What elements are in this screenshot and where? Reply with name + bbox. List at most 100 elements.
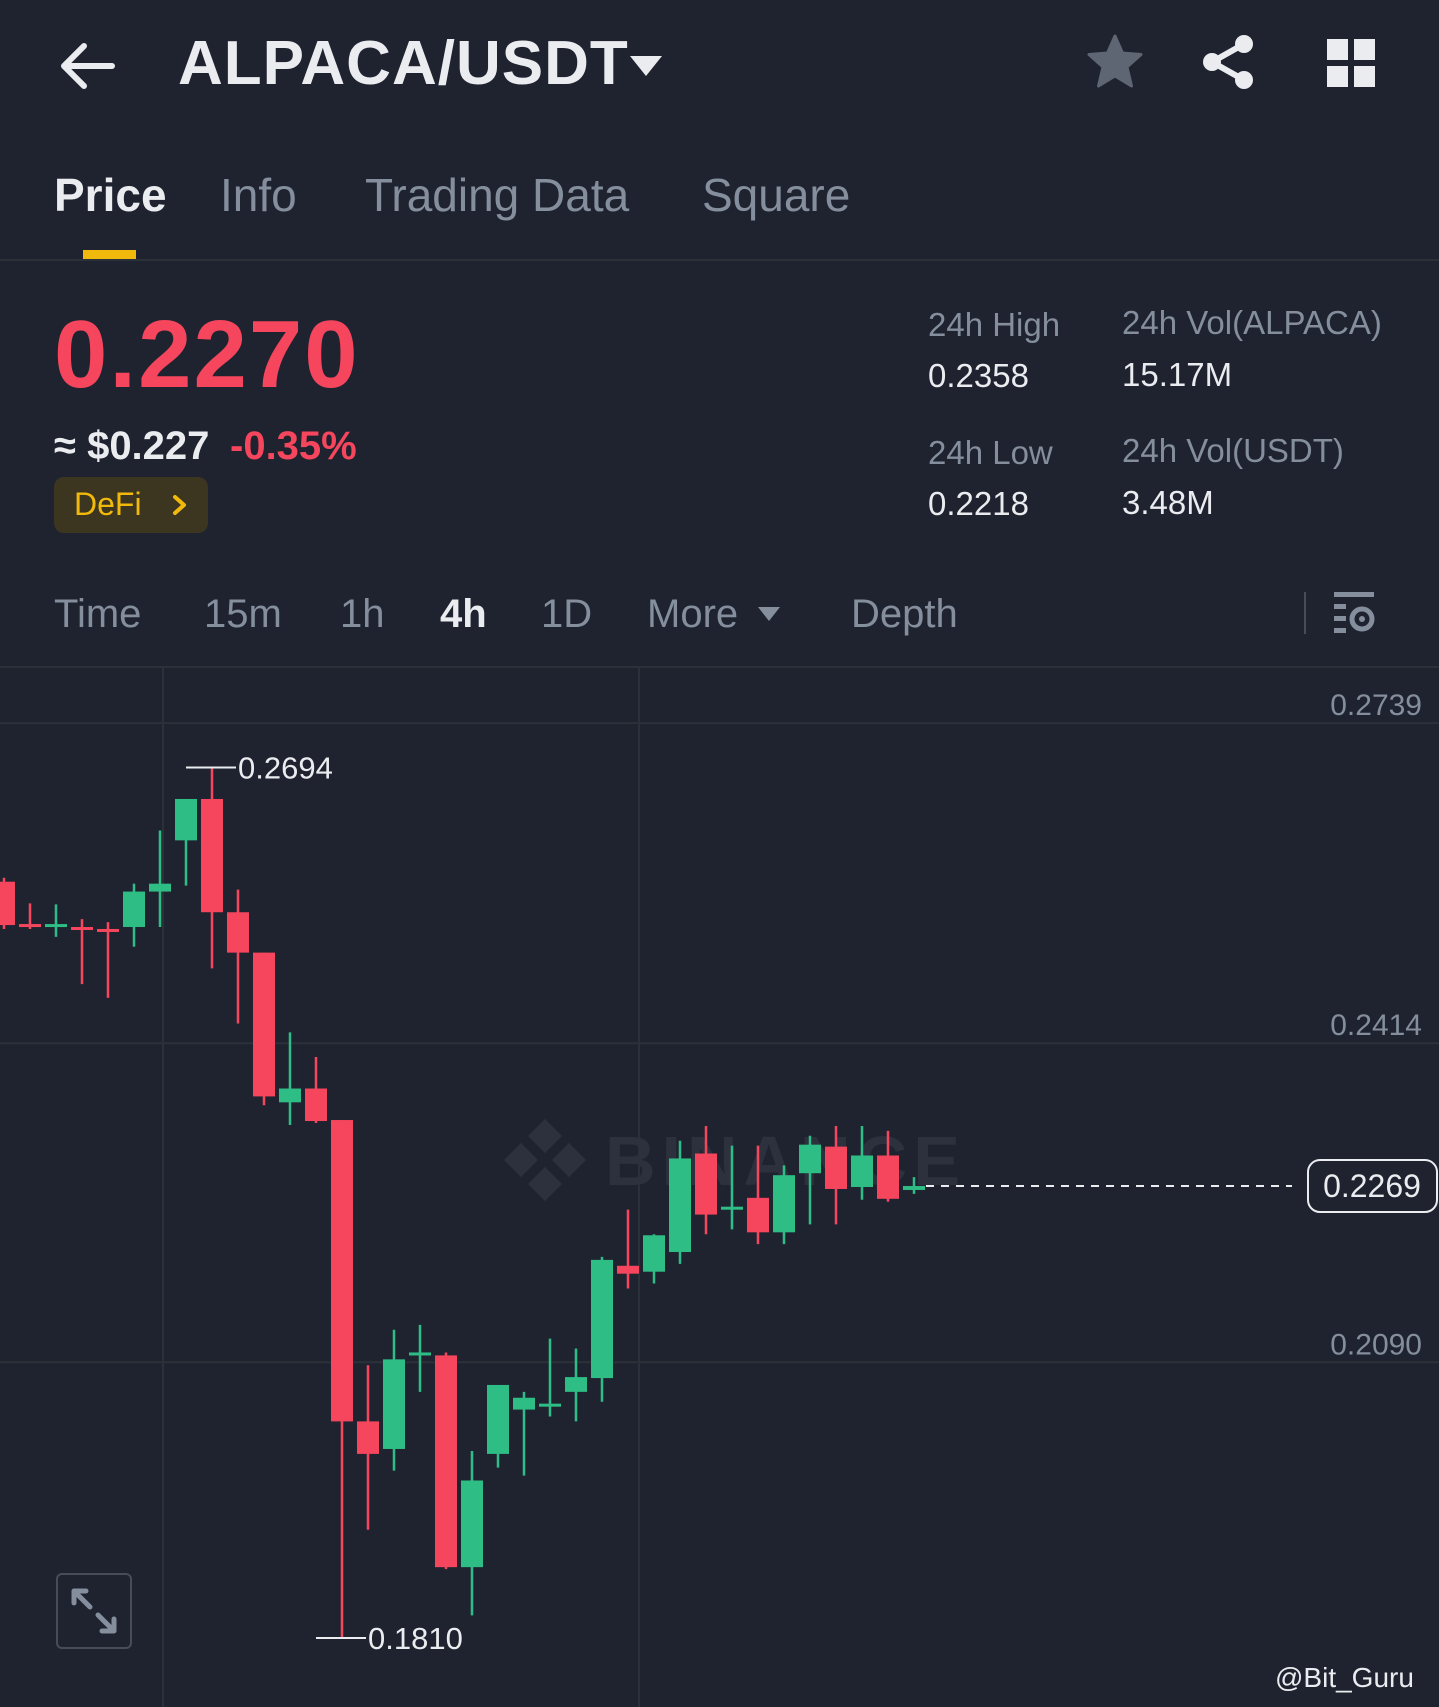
chart-settings-icon bbox=[1334, 592, 1375, 633]
candle-body bbox=[305, 1088, 327, 1122]
candle-body bbox=[773, 1175, 795, 1233]
candle-body bbox=[175, 798, 197, 841]
binance-watermark: BINANCE bbox=[504, 1119, 960, 1201]
candle-body bbox=[97, 928, 119, 932]
candle bbox=[851, 1125, 873, 1200]
interval-1h[interactable]: 1h bbox=[340, 592, 385, 636]
interval-more[interactable]: More bbox=[647, 592, 739, 636]
candle bbox=[643, 1234, 665, 1284]
y-axis-label: 0.2739 bbox=[1330, 689, 1422, 722]
candle-body bbox=[903, 1186, 925, 1190]
interval-1d[interactable]: 1D bbox=[541, 592, 593, 636]
candle-body bbox=[461, 1480, 483, 1568]
interval-depth[interactable]: Depth bbox=[851, 592, 958, 636]
candle bbox=[903, 1177, 925, 1194]
candle-body bbox=[851, 1155, 873, 1188]
candle bbox=[175, 798, 197, 886]
grid-icon bbox=[1327, 39, 1375, 87]
candle-body bbox=[747, 1197, 769, 1233]
share-button[interactable] bbox=[1198, 32, 1258, 92]
tab-info[interactable]: Info bbox=[220, 169, 297, 221]
candle-body bbox=[123, 891, 145, 928]
candle-body bbox=[45, 924, 67, 928]
candle-body bbox=[617, 1265, 639, 1274]
candle bbox=[487, 1384, 509, 1468]
arrow-left-icon bbox=[61, 43, 115, 89]
candle bbox=[383, 1329, 405, 1471]
usd-price: ≈ $0.227 bbox=[54, 424, 210, 468]
candle bbox=[279, 1032, 301, 1125]
chevron-right-icon bbox=[173, 495, 186, 515]
toolbar-separator bbox=[1304, 592, 1306, 634]
candle-body bbox=[643, 1235, 665, 1272]
candle bbox=[773, 1165, 795, 1245]
caret-down-icon[interactable] bbox=[626, 50, 666, 84]
candle bbox=[617, 1209, 639, 1289]
candle-body bbox=[721, 1206, 743, 1210]
candle-body bbox=[591, 1259, 613, 1379]
candle bbox=[227, 889, 249, 1024]
candle-body bbox=[409, 1352, 431, 1356]
candle bbox=[591, 1256, 613, 1402]
candle-body bbox=[825, 1146, 847, 1189]
stat-24h-vol-quote-value: 3.48M bbox=[1122, 484, 1214, 521]
stat-24h-vol-base-label: 24h Vol(ALPACA) bbox=[1122, 304, 1382, 341]
candle-body bbox=[331, 1120, 353, 1422]
y-axis-label: 0.2090 bbox=[1330, 1328, 1422, 1361]
candle bbox=[0, 877, 15, 929]
stat-24h-high-value: 0.2358 bbox=[928, 357, 1029, 394]
candle-body bbox=[383, 1359, 405, 1449]
candle-body bbox=[279, 1088, 301, 1103]
stat-24h-high-label: 24h High bbox=[928, 306, 1061, 343]
expand-chart-button[interactable] bbox=[56, 1573, 132, 1649]
chart-settings-button[interactable] bbox=[1330, 588, 1378, 636]
category-tag-button[interactable]: DeFi bbox=[54, 477, 208, 533]
pair-title[interactable]: ALPACA/USDT bbox=[178, 29, 629, 98]
tab-price[interactable]: Price bbox=[54, 169, 167, 221]
candle-body bbox=[513, 1397, 535, 1410]
tab-trading-data[interactable]: Trading Data bbox=[365, 169, 630, 221]
candle-body bbox=[799, 1144, 821, 1174]
candle bbox=[747, 1145, 769, 1245]
candle bbox=[799, 1135, 821, 1225]
candle-body bbox=[0, 881, 15, 926]
expand-icon bbox=[71, 1588, 117, 1634]
back-button[interactable] bbox=[56, 38, 120, 94]
candle bbox=[825, 1125, 847, 1225]
candle bbox=[695, 1125, 717, 1235]
toolbar-divider bbox=[0, 666, 1439, 668]
candle-body bbox=[487, 1384, 509, 1454]
credit-watermark: @Bit_Guru bbox=[1275, 1662, 1414, 1693]
candle bbox=[19, 903, 41, 929]
stat-24h-vol-base-value: 15.17M bbox=[1122, 356, 1233, 393]
candle bbox=[331, 1120, 353, 1639]
candle-body bbox=[253, 952, 275, 1097]
candle bbox=[877, 1130, 899, 1202]
candle bbox=[669, 1140, 691, 1264]
active-tab-indicator bbox=[83, 250, 136, 259]
candle bbox=[201, 767, 223, 969]
star-icon bbox=[1087, 34, 1143, 88]
interval-15m[interactable]: 15m bbox=[204, 592, 282, 636]
candle bbox=[409, 1324, 431, 1392]
candle-body bbox=[877, 1155, 899, 1199]
interval-time[interactable]: Time bbox=[54, 592, 142, 636]
low-marker-label: 0.1810 bbox=[368, 1621, 463, 1656]
interval-4h[interactable]: 4h bbox=[440, 592, 487, 636]
tab-square[interactable]: Square bbox=[702, 169, 851, 221]
candle-body bbox=[71, 927, 93, 931]
candle bbox=[513, 1391, 535, 1476]
candle-body bbox=[565, 1377, 587, 1392]
candle-body bbox=[19, 924, 41, 928]
current-price-box bbox=[1307, 1159, 1438, 1214]
caret-down-icon[interactable] bbox=[756, 604, 782, 624]
favorite-button[interactable] bbox=[1085, 32, 1145, 92]
candle-body bbox=[227, 912, 249, 953]
price-change-percent: -0.35% bbox=[230, 424, 357, 468]
current-price-label: 0.2269 bbox=[1323, 1168, 1421, 1204]
grid-menu-button[interactable] bbox=[1324, 36, 1378, 90]
category-tag-label: DeFi bbox=[74, 486, 142, 522]
candle bbox=[539, 1338, 561, 1417]
candle-body bbox=[669, 1158, 691, 1253]
